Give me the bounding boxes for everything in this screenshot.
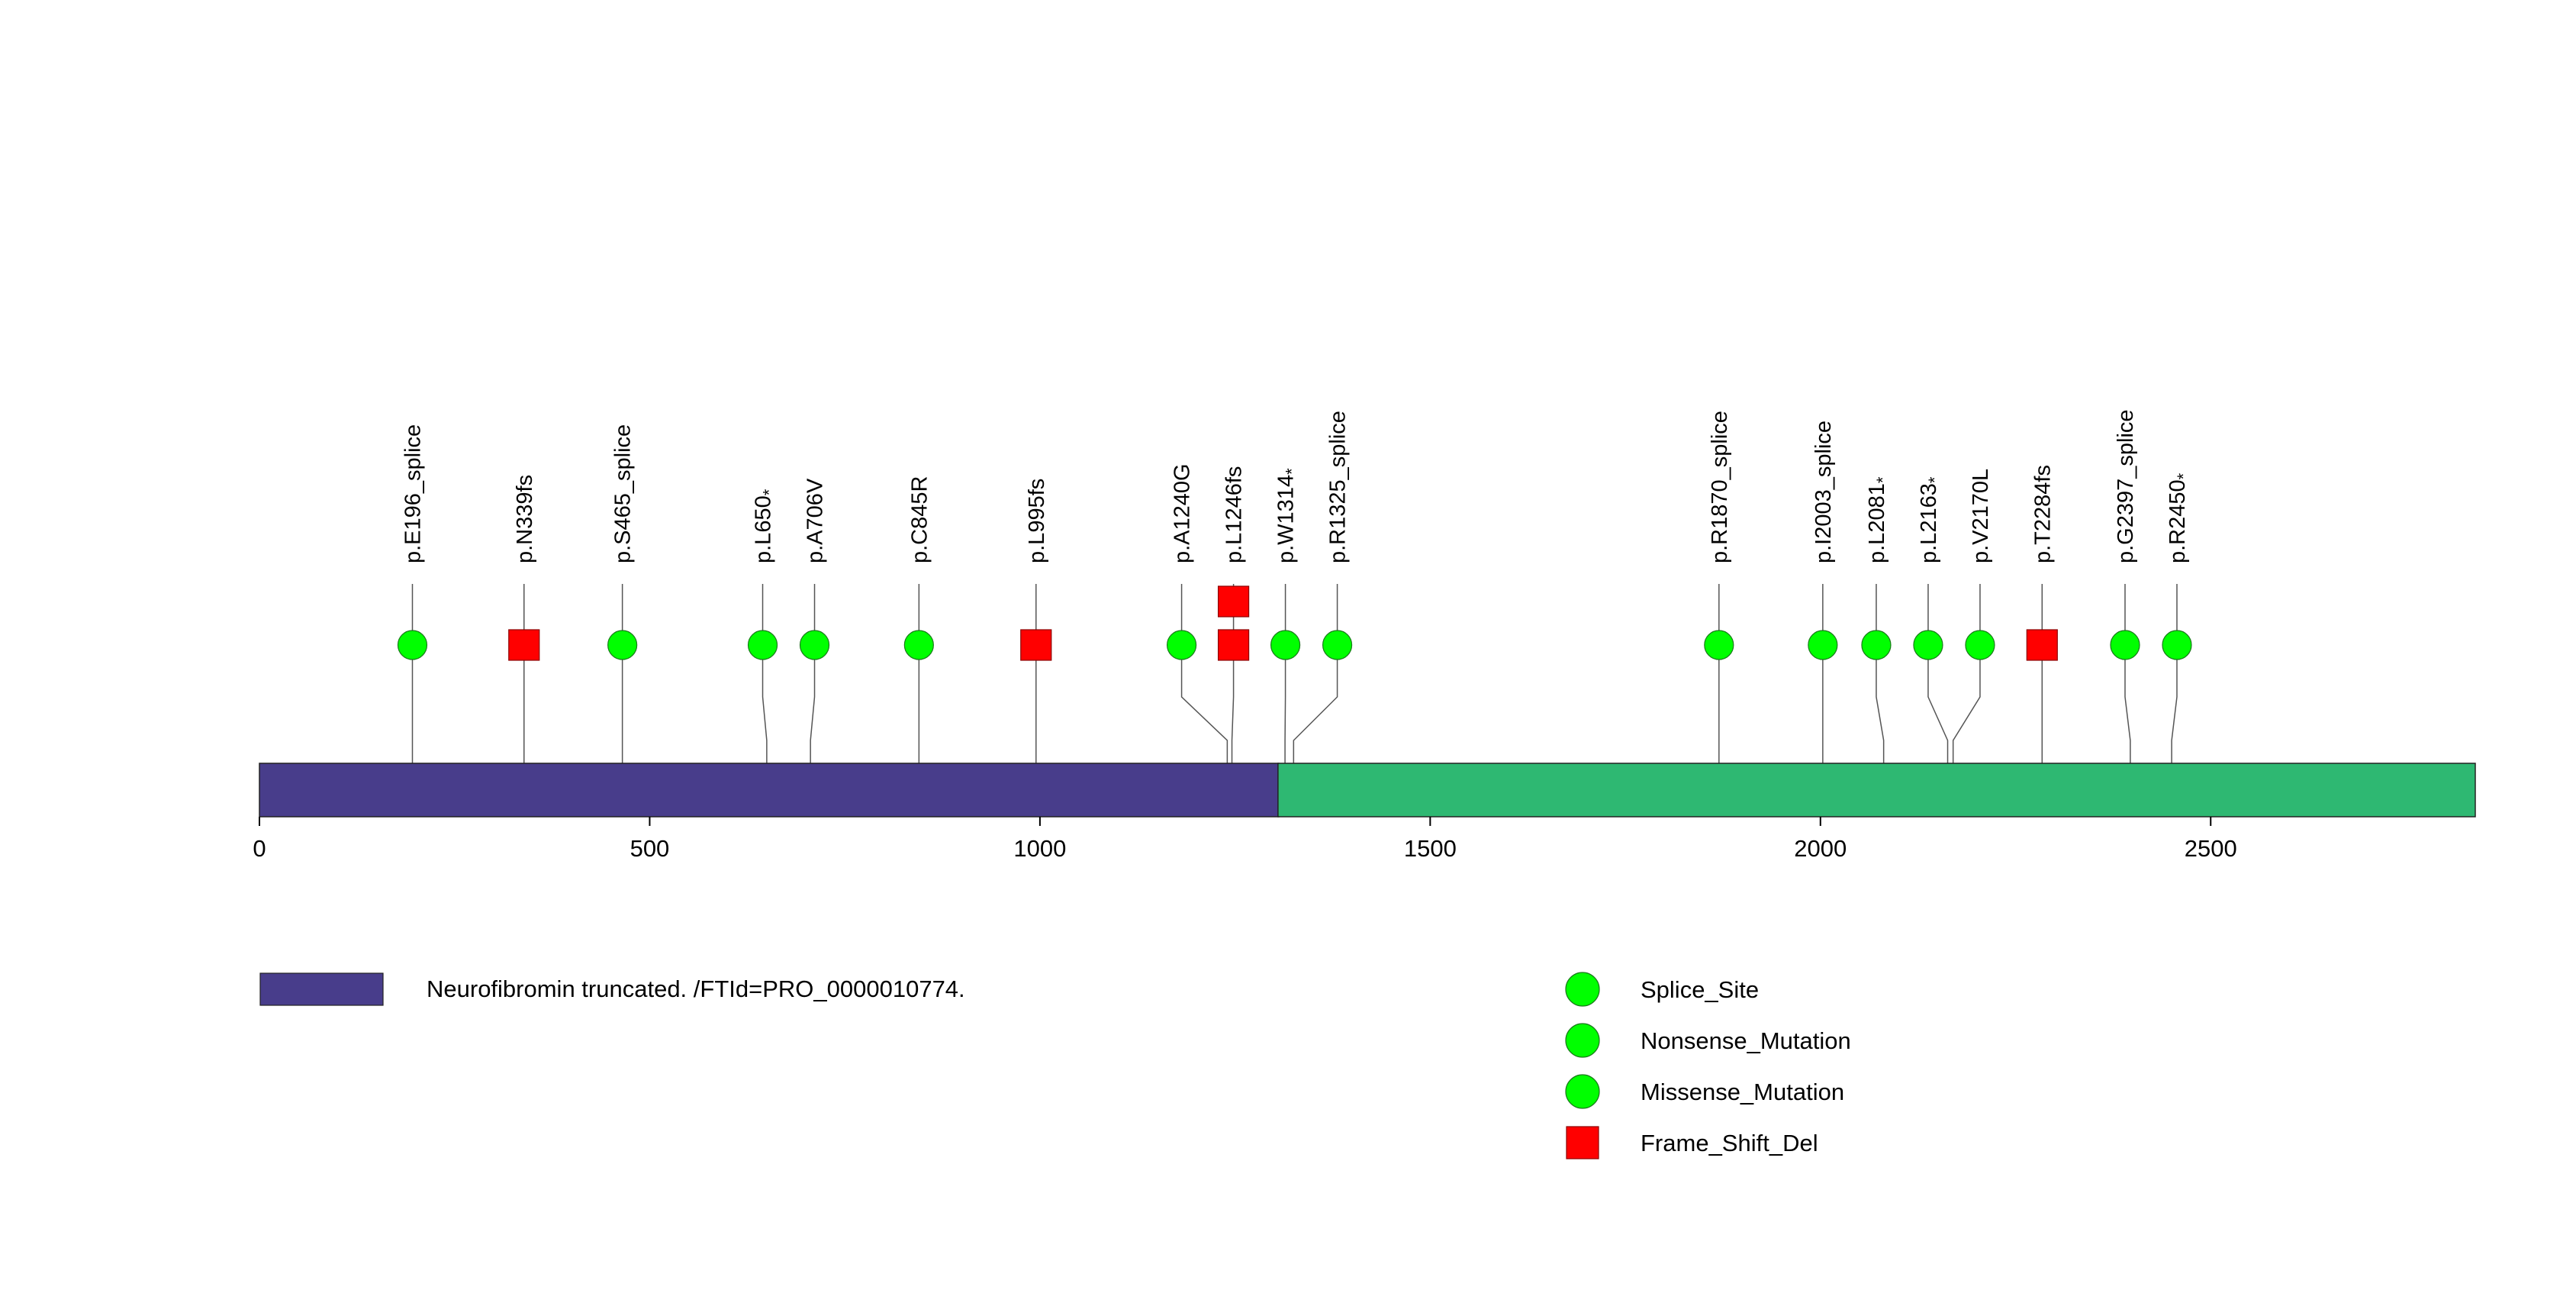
nonsense-star: * (1873, 476, 1892, 483)
legend-marker-missense-mutation (1565, 1074, 1600, 1109)
x-tick-label-500: 500 (630, 835, 670, 862)
legend-label-frame-shift-del: Frame_Shift_Del (1641, 1130, 1818, 1156)
mutation-marker-p-c845r[interactable] (903, 630, 934, 660)
mutation-marker-p-v2170l[interactable] (1965, 630, 1995, 660)
mutation-label-p-l650: p.L650* (752, 489, 779, 563)
mutation-label-p-g2397-splice: p.G2397_splice (2114, 409, 2138, 563)
nonsense-star: * (760, 489, 779, 495)
mutation-marker-p-l1246fs-2[interactable] (1217, 585, 1250, 618)
legend-marker-frame-shift-del (1566, 1126, 1599, 1159)
x-axis: 0 500 1000 1500 2000 2500 (253, 817, 2237, 862)
mutation-label-p-l2163: p.L2163* (1917, 476, 1944, 563)
legend-label-nonsense-mutation: Nonsense_Mutation (1641, 1027, 1851, 1054)
mutation-marker-p-w1314[interactable] (1270, 630, 1301, 660)
mutation-marker-p-n339fs[interactable] (508, 629, 540, 661)
mutation-marker-p-l1246fs-1[interactable] (1217, 629, 1250, 661)
x-tick-label-0: 0 (253, 835, 266, 862)
mutation-label-p-l1246fs: p.L1246fs (1222, 466, 1247, 563)
mutation-label-p-l995fs: p.L995fs (1025, 479, 1049, 563)
mutation-marker-p-l650[interactable] (747, 630, 778, 660)
x-tick-label-2500: 2500 (2185, 835, 2237, 862)
x-tick-label-1500: 1500 (1404, 835, 1457, 862)
mutation-label-p-r2450: p.R2450* (2165, 472, 2193, 563)
legend-label-splice-site: Splice_Site (1641, 976, 1759, 1003)
domain-neurofibromin (1277, 763, 2476, 818)
mutation-marker-p-g2397-splice[interactable] (2110, 630, 2140, 660)
legend-label-domain: Neurofibromin truncated. /FTId=PRO_00000… (427, 976, 965, 1002)
mutation-labels: p.E196_splice p.N339fs p.S465_splice p.L650… (401, 409, 2192, 563)
mutation-marker-p-a706v[interactable] (799, 630, 830, 660)
mutation-marker-p-l995fs[interactable] (1020, 629, 1052, 661)
protein-bar (259, 763, 2476, 818)
mutation-label-p-t2284fs: p.T2284fs (2030, 465, 2055, 563)
legend: Neurofibromin truncated. /FTId=PRO_00000… (259, 972, 1851, 1159)
mutation-marker-p-a1240g[interactable] (1166, 630, 1197, 660)
mutation-label-p-a1240g: p.A1240G (1170, 463, 1195, 563)
legend-marker-nonsense-mutation (1565, 1023, 1600, 1058)
mutation-label-p-l2081: p.L2081* (1865, 476, 1892, 563)
mutation-label-p-n339fs: p.N339fs (513, 475, 537, 563)
mutation-marker-p-i2003-splice[interactable] (1808, 630, 1838, 660)
mutation-label-p-i2003-splice: p.I2003_splice (1811, 421, 1836, 563)
mutation-label-p-c845r: p.C845R (907, 476, 932, 563)
mutation-label-p-w1314: p.W1314* (1274, 468, 1302, 563)
mutation-marker-p-r1870-splice[interactable] (1704, 630, 1734, 660)
mutation-marker-p-e196-splice[interactable] (397, 630, 428, 660)
nonsense-star: * (1925, 476, 1944, 483)
mutation-marker-p-t2284fs[interactable] (2026, 629, 2058, 661)
nonsense-star: * (1283, 468, 1302, 475)
domain-neurofibromin-truncated-ftid-pro-0000010774 (259, 763, 1280, 818)
x-tick-label-1000: 1000 (1013, 835, 1066, 862)
mutation-marker-p-s465-splice[interactable] (607, 630, 638, 660)
mutation-label-p-r1325-splice: p.R1325_splice (1326, 411, 1351, 563)
mutation-markers (397, 585, 2192, 661)
legend-swatch-domain (259, 972, 384, 1006)
mutation-marker-p-l2163[interactable] (1913, 630, 1943, 660)
mutation-label-p-v2170l: p.V2170L (1969, 469, 1993, 563)
legend-marker-splice-site (1565, 972, 1600, 1007)
mutation-marker-p-r1325-splice[interactable] (1322, 630, 1353, 660)
mutation-label-p-a706v: p.A706V (803, 478, 828, 563)
mutation-marker-p-r2450[interactable] (2162, 630, 2192, 660)
x-tick-label-2000: 2000 (1794, 835, 1847, 862)
mutation-marker-p-l2081[interactable] (1861, 630, 1892, 660)
legend-label-missense-mutation: Missense_Mutation (1641, 1079, 1844, 1105)
nonsense-star: * (2174, 472, 2193, 479)
mutation-label-p-r1870-splice: p.R1870_splice (1708, 411, 1732, 563)
mutation-label-p-e196-splice: p.E196_splice (401, 424, 425, 563)
mutation-label-p-s465-splice: p.S465_splice (611, 424, 636, 563)
